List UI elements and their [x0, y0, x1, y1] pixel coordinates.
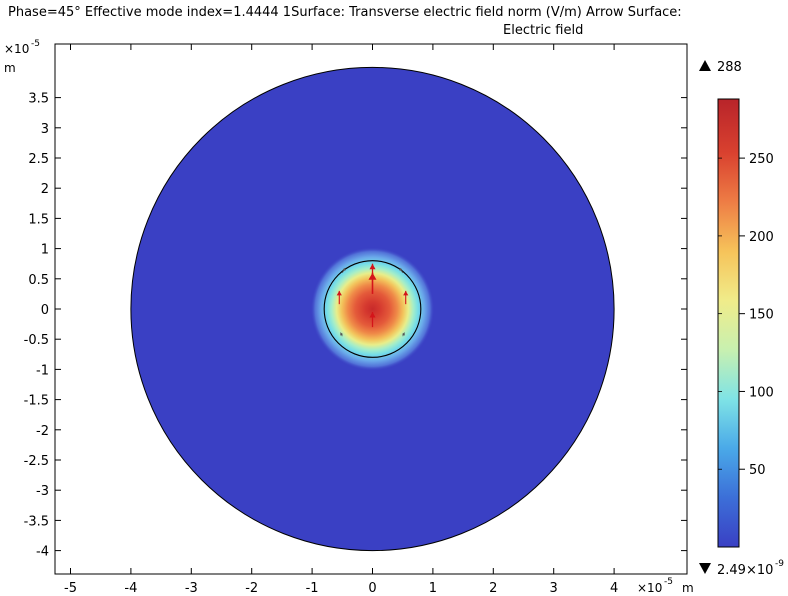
- x-tick-label: 4: [610, 581, 618, 596]
- x-axis-exponent: -5: [664, 577, 673, 587]
- y-tick-label: -4: [36, 545, 49, 560]
- colorbar-tick-label: 50: [749, 463, 766, 478]
- field-arrow-head: [403, 290, 409, 296]
- y-tick-label: 1: [41, 243, 49, 258]
- y-tick-label: -1.5: [24, 394, 49, 409]
- y-tick-label: 1.5: [28, 212, 49, 227]
- x-tick-label: 2: [489, 581, 497, 596]
- field-arrow-head: [369, 312, 376, 318]
- x-tick-label: 1: [429, 581, 437, 596]
- colorbar-tick-label: 250: [749, 152, 774, 167]
- y-tick-label: 0: [41, 303, 49, 318]
- chart-title-line-2: Electric field: [503, 23, 584, 38]
- y-tick-label: -3.5: [24, 514, 49, 529]
- field-layer: [130, 66, 615, 552]
- max-marker-icon: [699, 60, 711, 71]
- colorbar-tick-label: 200: [749, 230, 774, 245]
- y-tick-label: 3: [41, 122, 49, 137]
- y-tick-label: -0.5: [24, 333, 49, 348]
- core-field-intensity: [310, 247, 435, 371]
- y-tick-label: -2.5: [24, 454, 49, 469]
- y-axis-multiplier: ×10: [4, 42, 29, 56]
- x-tick-label: -5: [64, 581, 77, 596]
- y-tick-label: 2: [41, 182, 49, 197]
- min-marker-icon: [699, 563, 711, 574]
- field-arrow: [368, 272, 377, 294]
- colorbar-gradient: [717, 98, 740, 548]
- x-tick-label: -4: [124, 581, 137, 596]
- field-arrow: [340, 332, 344, 337]
- x-tick-label: 3: [550, 581, 558, 596]
- field-arrow-head: [368, 272, 377, 280]
- x-tick-label: -2: [245, 581, 258, 596]
- field-arrow: [403, 290, 409, 305]
- y-tick-label: 2.5: [28, 152, 49, 167]
- field-arrow: [341, 267, 346, 273]
- field-arrow-head: [401, 332, 405, 336]
- y-axis-unit: m: [4, 61, 16, 75]
- field-arrow-head: [340, 332, 344, 336]
- y-tick-label: -1: [36, 363, 49, 378]
- chart-title-line-1: Phase=45° Effective mode index=1.4444 1S…: [8, 5, 682, 20]
- field-arrow-head: [336, 290, 342, 296]
- colorbar-min-exponent: -9: [775, 559, 784, 569]
- field-arrow: [401, 332, 405, 337]
- colorbar-max-label: 288: [717, 60, 742, 75]
- colorbar: 250 200 150 100 50 288 2.49×10 -9: [699, 60, 784, 578]
- x-tick-label: 0: [368, 581, 376, 596]
- y-axis-exponent: -5: [31, 39, 40, 49]
- colorbar-min-label: 2.49×10: [717, 563, 773, 578]
- field-arrow: [369, 312, 376, 328]
- colorbar-tick-label: 150: [749, 308, 774, 323]
- axis-layer: -5 -4 -3 -2 -1 0 1 2 3 4 ×10 -5 m3.532.521.510.50-0.…: [4, 39, 694, 596]
- field-arrow-head: [399, 267, 403, 271]
- x-axis-multiplier: ×10: [637, 581, 662, 595]
- y-tick-label: -3: [36, 484, 49, 499]
- field-arrow-head: [342, 267, 346, 271]
- y-tick-label: -2: [36, 424, 49, 439]
- field-arrow: [399, 267, 404, 273]
- field-arrow: [336, 290, 342, 305]
- field-arrow-head: [369, 263, 376, 270]
- x-tick-label: -3: [185, 581, 198, 596]
- field-arrow: [369, 263, 376, 276]
- x-tick-label: -1: [306, 581, 319, 596]
- y-tick-label: 3.5: [28, 92, 49, 107]
- x-axis-unit: m: [682, 581, 694, 595]
- core-boundary: [323, 260, 422, 358]
- y-tick-label: 0.5: [28, 273, 49, 288]
- colorbar-tick-label: 100: [749, 385, 774, 400]
